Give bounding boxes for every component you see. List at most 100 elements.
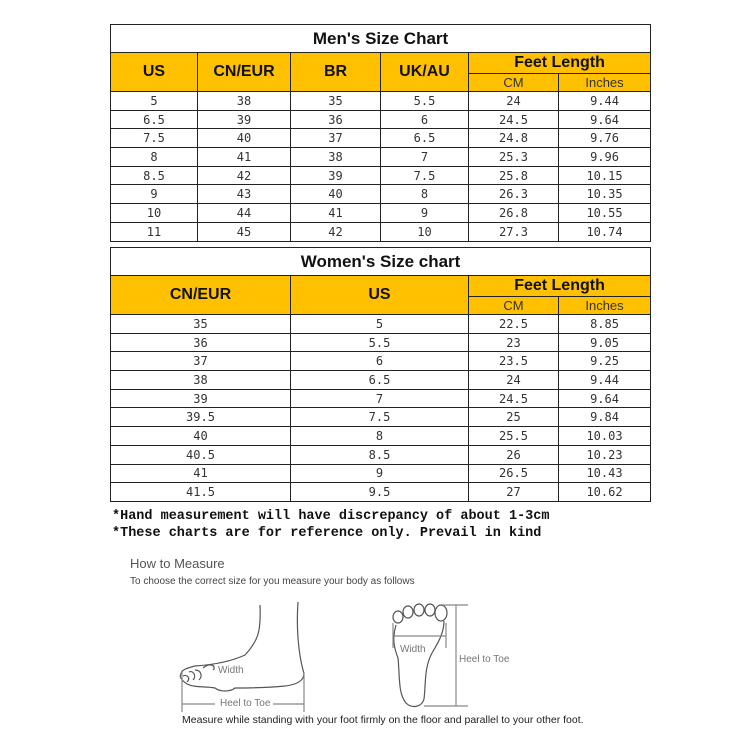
table-cell: 6.5 [380,128,469,149]
header-uk-au: UK/AU [380,52,469,92]
foot-top-view-icon [392,603,468,708]
header-inches: Inches [557,73,652,92]
note-discrepancy: *Hand measurement will have discrepancy … [112,509,550,524]
mens-size-chart: Men's Size Chart US CN/EUR BR UK/AU Feet… [109,24,652,242]
top-width-label: Width [400,644,426,655]
table-cell: 27.3 [468,221,559,242]
table-cell: 8 [380,184,469,205]
table-cell: 24.5 [468,388,559,409]
measure-caption: Measure while standing with your foot fi… [182,714,584,726]
table-cell: 44 [197,203,291,223]
table-cell: 7.5 [110,128,198,149]
table-cell: 9 [110,184,198,205]
table-cell: 9 [290,463,469,484]
table-cell: 10.43 [557,463,652,484]
table-cell: 37 [290,128,381,149]
table-cell: 8.5 [110,165,198,186]
table-cell: 26.5 [468,463,559,484]
header-cn-eur: CN/EUR [197,52,291,92]
table-cell: 41 [290,203,381,223]
womens-size-chart: Women's Size chart CN/EUR US Feet Length… [109,247,652,502]
table-cell: 40 [290,184,381,205]
table-cell: 11 [110,221,198,242]
table-cell: 26.8 [468,203,559,223]
table-cell: 39 [197,109,291,130]
table-cell: 39 [110,388,291,409]
table-cell: 42 [290,221,381,242]
table-cell: 9.64 [557,109,652,130]
table-cell: 37 [110,351,291,372]
table-cell: 40 [197,128,291,149]
table-row: 6.5 39 36 6 24.5 9.64 [110,109,652,130]
table-cell: 8 [110,147,198,167]
table-row: 38 6.5 24 9.44 [110,370,652,390]
table-cell: 9.44 [557,370,652,390]
table-cell: 9 [380,203,469,223]
table-cell: 40.5 [110,444,291,465]
table-row: 40.5 8.5 26 10.23 [110,444,652,465]
table-cell: 7.5 [290,407,469,428]
table-cell: 38 [110,370,291,390]
table-cell: 7 [290,388,469,409]
table-row: 8.5 42 39 7.5 25.8 10.15 [110,165,652,186]
side-width-label: Width [218,665,244,676]
table-cell: 35 [110,314,291,334]
note-reference: *These charts are for reference only. Pr… [112,526,542,541]
table-row: 35 5 22.5 8.85 [110,314,652,334]
table-cell: 9.96 [557,147,652,167]
header-feet-length: Feet Length [467,275,652,297]
table-cell: 45 [197,221,291,242]
how-to-measure-subtitle: To choose the correct size for you measu… [130,576,415,587]
table-cell: 10.74 [557,221,652,242]
table-cell: 25 [468,407,559,428]
table-cell: 10.35 [557,184,652,205]
table-cell: 10 [110,203,198,223]
table-cell: 23 [468,332,559,353]
header-cn-eur: CN/EUR [110,275,291,315]
table-row: 40 8 25.5 10.03 [110,426,652,446]
table-cell: 10.15 [557,165,652,186]
table-row: 5 38 35 5.5 24 9.44 [110,91,652,111]
table-cell: 24 [468,370,559,390]
table-cell: 5.5 [290,332,469,353]
side-length-label: Heel to Toe [220,698,271,709]
table-cell: 26.3 [468,184,559,205]
table-row: 39 7 24.5 9.64 [110,388,652,409]
table-cell: 10.62 [557,482,652,502]
table-cell: 41.5 [110,482,291,502]
table-cell: 9.44 [557,91,652,111]
table-row: 10 44 41 9 26.8 10.55 [110,203,652,223]
table-row: 11 45 42 10 27.3 10.74 [110,221,652,242]
table-cell: 9.5 [290,482,469,502]
table-cell: 8.5 [290,444,469,465]
table-cell: 25.8 [468,165,559,186]
table-cell: 42 [197,165,291,186]
table-cell: 9.25 [557,351,652,372]
table-cell: 39 [290,165,381,186]
table-cell: 9.76 [557,128,652,149]
table-cell: 9.05 [557,332,652,353]
table-cell: 5 [290,314,469,334]
table-cell: 6 [290,351,469,372]
table-cell: 9.64 [557,388,652,409]
table-cell: 7.5 [380,165,469,186]
header-cm: CM [468,296,559,315]
header-inches: Inches [557,296,652,315]
table-row: 7.5 40 37 6.5 24.8 9.76 [110,128,652,149]
table-cell: 10.55 [557,203,652,223]
foot-side-view-icon [179,601,305,712]
header-feet-length: Feet Length [467,52,652,74]
table-cell: 5.5 [380,91,469,111]
table-cell: 24.5 [468,109,559,130]
table-cell: 38 [197,91,291,111]
table-cell: 22.5 [468,314,559,334]
table-cell: 10.23 [557,444,652,465]
header-us: US [110,52,198,92]
table-cell: 36 [110,332,291,353]
womens-chart-title: Women's Size chart [109,247,652,276]
table-row: 9 43 40 8 26.3 10.35 [110,184,652,205]
table-cell: 9.84 [557,407,652,428]
table-cell: 36 [290,109,381,130]
table-cell: 6 [380,109,469,130]
table-cell: 10 [380,221,469,242]
